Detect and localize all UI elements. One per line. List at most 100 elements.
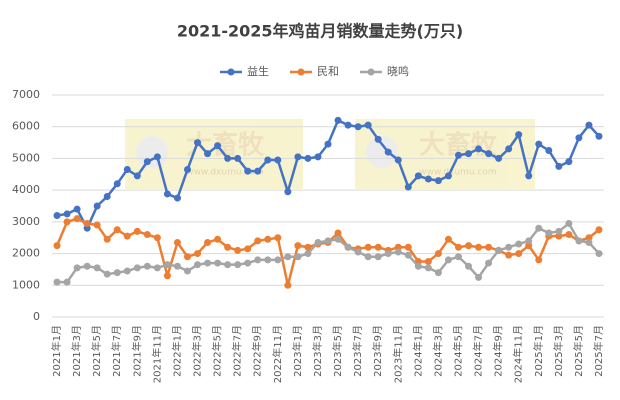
data-point: [334, 229, 342, 237]
x-tick-label: 2022年3月: [191, 325, 204, 377]
data-point: [475, 145, 483, 153]
x-tick-label: 2024年3月: [431, 325, 444, 377]
data-point: [575, 134, 583, 142]
data-point: [73, 215, 81, 223]
data-point: [585, 238, 593, 246]
data-point: [324, 140, 332, 148]
data-point: [424, 175, 432, 183]
legend-marker: [297, 68, 305, 76]
data-point: [374, 135, 382, 143]
data-point: [254, 167, 262, 175]
data-point: [284, 188, 292, 196]
data-point: [244, 245, 252, 253]
data-point: [244, 259, 252, 267]
data-point: [525, 172, 533, 180]
x-tick-label: 2021年11月: [150, 325, 163, 383]
data-point: [334, 116, 342, 124]
data-point: [434, 177, 442, 185]
data-point: [194, 139, 202, 147]
data-point: [294, 153, 302, 161]
data-point: [475, 273, 483, 281]
x-tick-label: 2024年1月: [411, 325, 424, 377]
data-point: [545, 229, 553, 237]
data-point: [485, 243, 493, 251]
data-point: [495, 246, 503, 254]
x-tick-label: 2025年3月: [552, 325, 565, 377]
legend-marker: [367, 68, 375, 76]
data-point: [234, 154, 242, 162]
data-point: [173, 238, 181, 246]
data-point: [153, 264, 161, 272]
chart-title: 2021-2025年鸡苗月销数量走势(万只): [177, 22, 463, 41]
data-point: [485, 259, 493, 267]
data-point: [73, 205, 81, 213]
data-point: [505, 251, 513, 259]
data-point: [515, 250, 523, 258]
data-point: [214, 259, 222, 267]
data-point: [475, 243, 483, 251]
data-point: [324, 237, 332, 245]
watermark-url: www.dxumu.com: [419, 168, 496, 178]
x-tick-label: 2023年1月: [291, 325, 304, 377]
x-tick-label: 2021年1月: [50, 325, 63, 377]
data-point: [304, 250, 312, 258]
data-point: [93, 221, 101, 229]
y-tick-label: 7000: [12, 88, 40, 101]
data-point: [454, 243, 462, 251]
data-point: [404, 251, 412, 259]
data-point: [465, 150, 473, 158]
data-point: [585, 121, 593, 129]
y-tick-label: 4000: [12, 183, 40, 196]
data-point: [113, 180, 121, 188]
data-point: [123, 166, 131, 174]
data-point: [123, 232, 131, 240]
data-point: [163, 261, 171, 269]
y-tick-label: 5000: [12, 151, 40, 164]
x-tick-label: 2021年5月: [90, 325, 103, 377]
data-point: [284, 253, 292, 261]
data-point: [545, 147, 553, 154]
watermark-logo: [136, 136, 168, 168]
data-point: [515, 131, 523, 139]
data-point: [575, 237, 583, 245]
x-tick-label: 2024年9月: [492, 325, 505, 377]
data-point: [344, 121, 352, 129]
x-tick-label: 2025年5月: [572, 325, 585, 377]
watermark-logo: [366, 136, 398, 168]
data-point: [424, 258, 432, 265]
data-point: [454, 151, 462, 159]
x-tick-label: 2022年1月: [170, 325, 183, 377]
data-point: [404, 183, 412, 191]
data-point: [384, 250, 392, 258]
data-point: [244, 167, 252, 175]
data-point: [274, 234, 282, 242]
data-point: [63, 278, 71, 286]
x-tick-label: 2021年9月: [130, 325, 143, 377]
data-point: [374, 253, 382, 261]
data-point: [344, 243, 352, 251]
data-point: [103, 192, 111, 200]
data-point: [153, 234, 161, 242]
data-point: [354, 123, 362, 131]
data-point: [394, 248, 402, 256]
data-point: [565, 231, 573, 239]
data-point: [143, 158, 151, 166]
data-point: [505, 145, 513, 153]
data-point: [284, 281, 292, 289]
data-point: [264, 156, 272, 164]
data-point: [374, 243, 382, 251]
data-point: [364, 243, 372, 251]
data-point: [183, 166, 191, 174]
data-point: [113, 226, 121, 234]
data-point: [173, 194, 181, 202]
data-point: [53, 242, 61, 250]
data-point: [224, 154, 232, 162]
data-point: [224, 243, 232, 251]
data-point: [304, 154, 312, 162]
legend-label: 晓鸣: [387, 64, 409, 78]
data-point: [204, 238, 212, 246]
data-point: [495, 154, 503, 162]
x-tick-label: 2023年5月: [331, 325, 344, 377]
data-point: [93, 202, 101, 210]
data-point: [204, 259, 212, 267]
